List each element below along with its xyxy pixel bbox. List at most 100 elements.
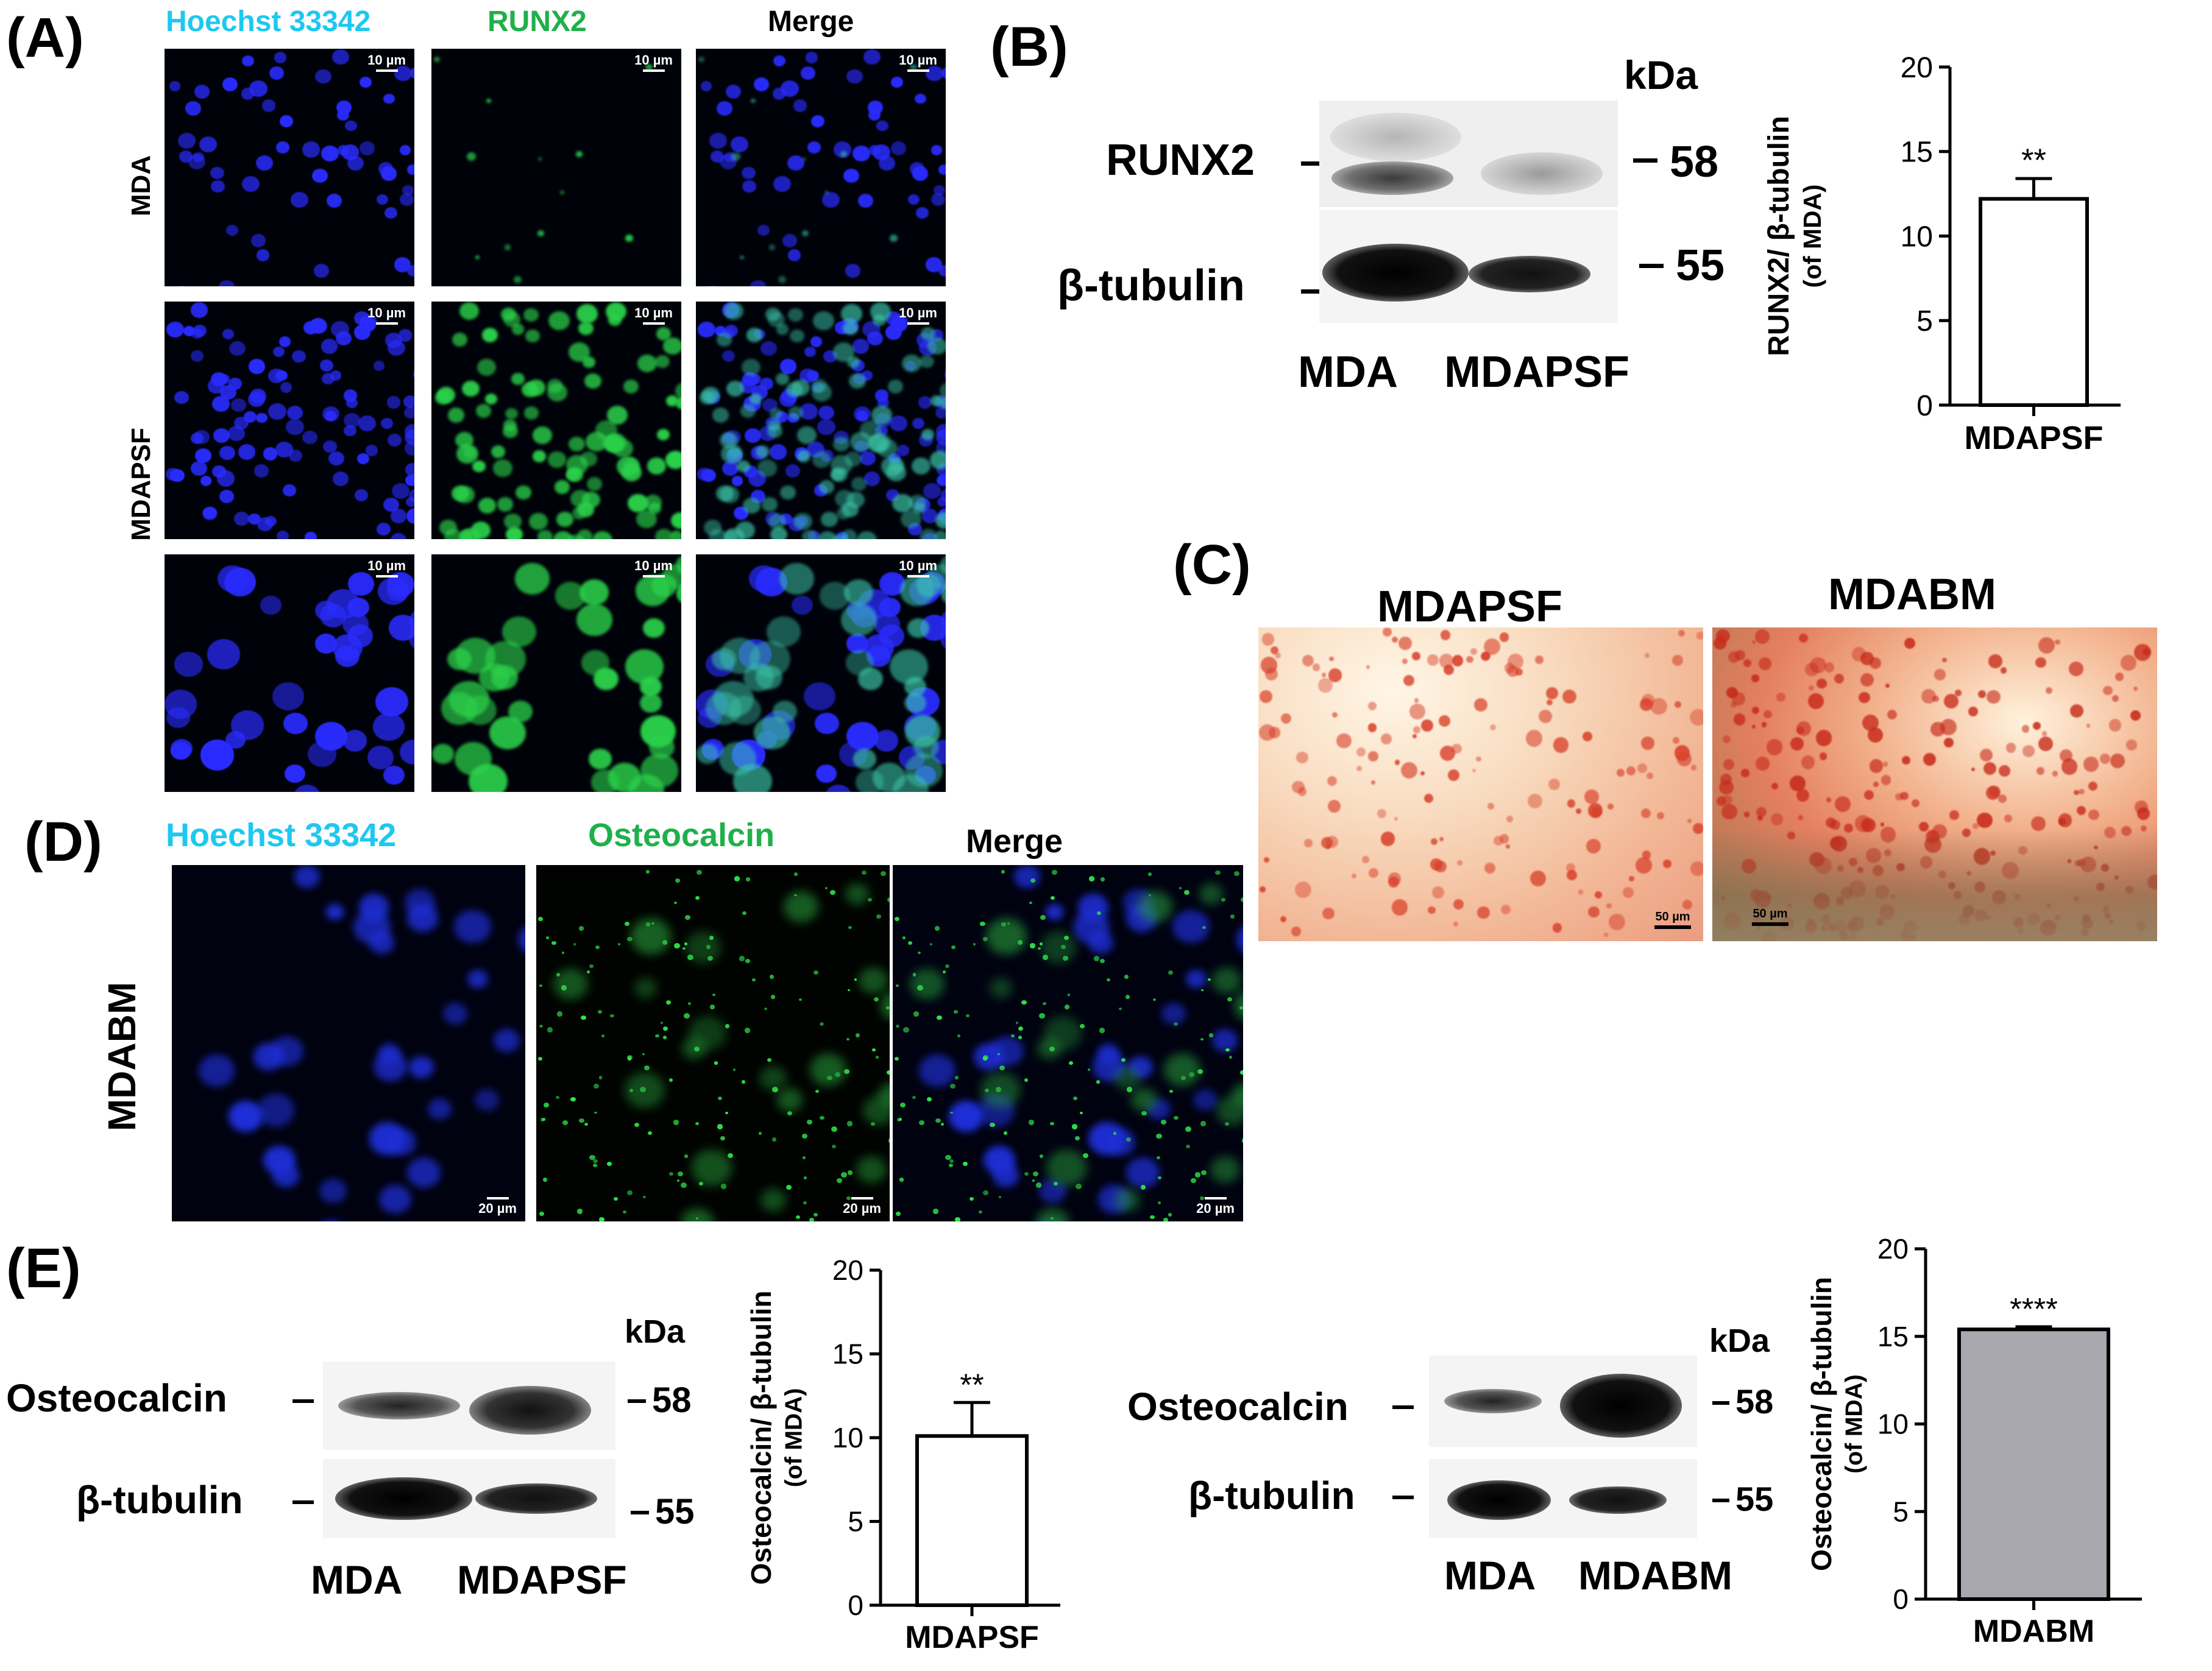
cell-spot — [1100, 958, 1105, 964]
stain-spot — [1413, 734, 1417, 739]
bar — [915, 1434, 1029, 1607]
cell-spot — [406, 496, 414, 507]
cell-spot — [1227, 997, 1232, 1002]
cell-spot — [721, 444, 743, 464]
stain-spot — [1692, 822, 1703, 834]
cell-spot — [407, 264, 414, 277]
cell-spot — [742, 180, 757, 193]
stain-spot — [1860, 673, 1874, 687]
cell-spot — [261, 99, 276, 112]
cell-spot — [459, 302, 479, 320]
cell-spot — [493, 459, 512, 477]
cell-spot — [538, 157, 542, 161]
stain-spot — [2069, 704, 2084, 718]
stain-spot — [1645, 652, 1650, 658]
y-axis-label-line: Osteocalcin/ β-tubulin — [745, 1291, 777, 1585]
stain-spot — [1281, 713, 1292, 724]
cell-spot — [636, 575, 670, 606]
stain-spot — [2069, 662, 2083, 676]
cell-spot — [775, 411, 788, 423]
cell-spot — [210, 166, 224, 180]
cell-spot — [719, 637, 760, 674]
cell-spot — [1200, 1121, 1207, 1126]
stain-spot — [1673, 737, 1680, 744]
stain-spot — [1867, 727, 1883, 743]
cell-spot — [551, 941, 556, 945]
y-tick-label: 10 — [832, 1422, 863, 1454]
cell-spot — [904, 715, 941, 747]
cell-spot — [969, 1196, 974, 1201]
cell-spot — [1126, 1137, 1131, 1142]
stain-spot — [1672, 655, 1683, 666]
stain-spot — [2076, 806, 2086, 816]
stain-spot — [1790, 775, 1806, 791]
stain-spot — [1766, 739, 1783, 755]
stain-spot — [1771, 783, 1778, 790]
cell-spot — [539, 1024, 543, 1028]
cell-spot — [889, 415, 907, 432]
stain-spot — [1591, 807, 1602, 818]
cell-spot — [900, 575, 934, 606]
cell-spot — [776, 1088, 803, 1112]
significance-label: ** — [2021, 143, 2046, 178]
cell-spot — [787, 155, 804, 171]
cell-spot — [1061, 944, 1066, 949]
cell-spot — [966, 1014, 970, 1018]
stain-spot — [1934, 668, 1946, 680]
cell-spot — [954, 1076, 959, 1079]
cell-spot — [824, 190, 829, 195]
y-tick-label: 5 — [1916, 305, 1933, 337]
cell-spot — [1088, 931, 1114, 955]
cell-spot — [815, 1090, 819, 1093]
stain-spot — [2086, 723, 2091, 728]
cell-spot — [384, 207, 398, 219]
bar — [1957, 1327, 2110, 1601]
stain-spot — [1968, 706, 1979, 716]
cell-spot — [1128, 1056, 1153, 1079]
cell-spot — [807, 531, 820, 539]
cell-spot — [1029, 901, 1033, 904]
blot-band — [1330, 113, 1461, 161]
cell-spot — [494, 1028, 520, 1052]
cell-spot — [366, 445, 378, 456]
cell-spot — [1169, 1090, 1173, 1093]
cell-spot — [675, 381, 681, 400]
stain-spot — [1824, 662, 1835, 673]
cell-spot — [584, 1122, 588, 1126]
stain-spot — [1796, 721, 1812, 737]
cell-spot — [870, 302, 892, 321]
y-tick-label: 20 — [1877, 1233, 1909, 1265]
cell-spot — [668, 1078, 673, 1082]
cell-spot — [817, 419, 835, 436]
panel-e-left-blot-osteocalcin — [323, 1362, 615, 1450]
panel-e-left-band-label-osteocalcin: Osteocalcin — [6, 1376, 227, 1420]
stain-spot — [2136, 807, 2150, 821]
stain-spot — [2100, 754, 2111, 765]
cell-spot — [1221, 897, 1226, 902]
cell-spot — [801, 1133, 808, 1139]
cell-spot — [749, 393, 762, 405]
cell-spot — [887, 1070, 890, 1075]
cell-spot — [1054, 1181, 1058, 1185]
cell-spot — [767, 311, 785, 328]
cell-spot — [1107, 978, 1110, 982]
stain-spot — [1646, 772, 1653, 779]
cell-spot — [312, 168, 328, 183]
cell-spot — [337, 145, 349, 155]
cell-spot — [697, 321, 716, 338]
panel-e-right-blot-osteocalcin — [1429, 1355, 1697, 1447]
panel-a-image-r3-hoechst: 10 µm — [165, 554, 414, 792]
cell-spot — [606, 1162, 612, 1167]
cell-spot — [780, 80, 799, 97]
stain-spot — [1588, 906, 1600, 918]
panel-d-header-hoechst: Hoechst 33342 — [166, 817, 397, 853]
cell-spot — [853, 146, 870, 161]
stain-spot — [1912, 799, 1920, 808]
stain-spot — [1472, 768, 1476, 772]
stain-spot — [1690, 708, 1703, 726]
cell-spot — [275, 370, 288, 381]
cell-spot — [1032, 1179, 1035, 1182]
panel-a-image-r3-merge: 10 µm — [696, 554, 946, 792]
cell-spot — [408, 489, 414, 503]
cell-spot — [319, 1179, 347, 1204]
